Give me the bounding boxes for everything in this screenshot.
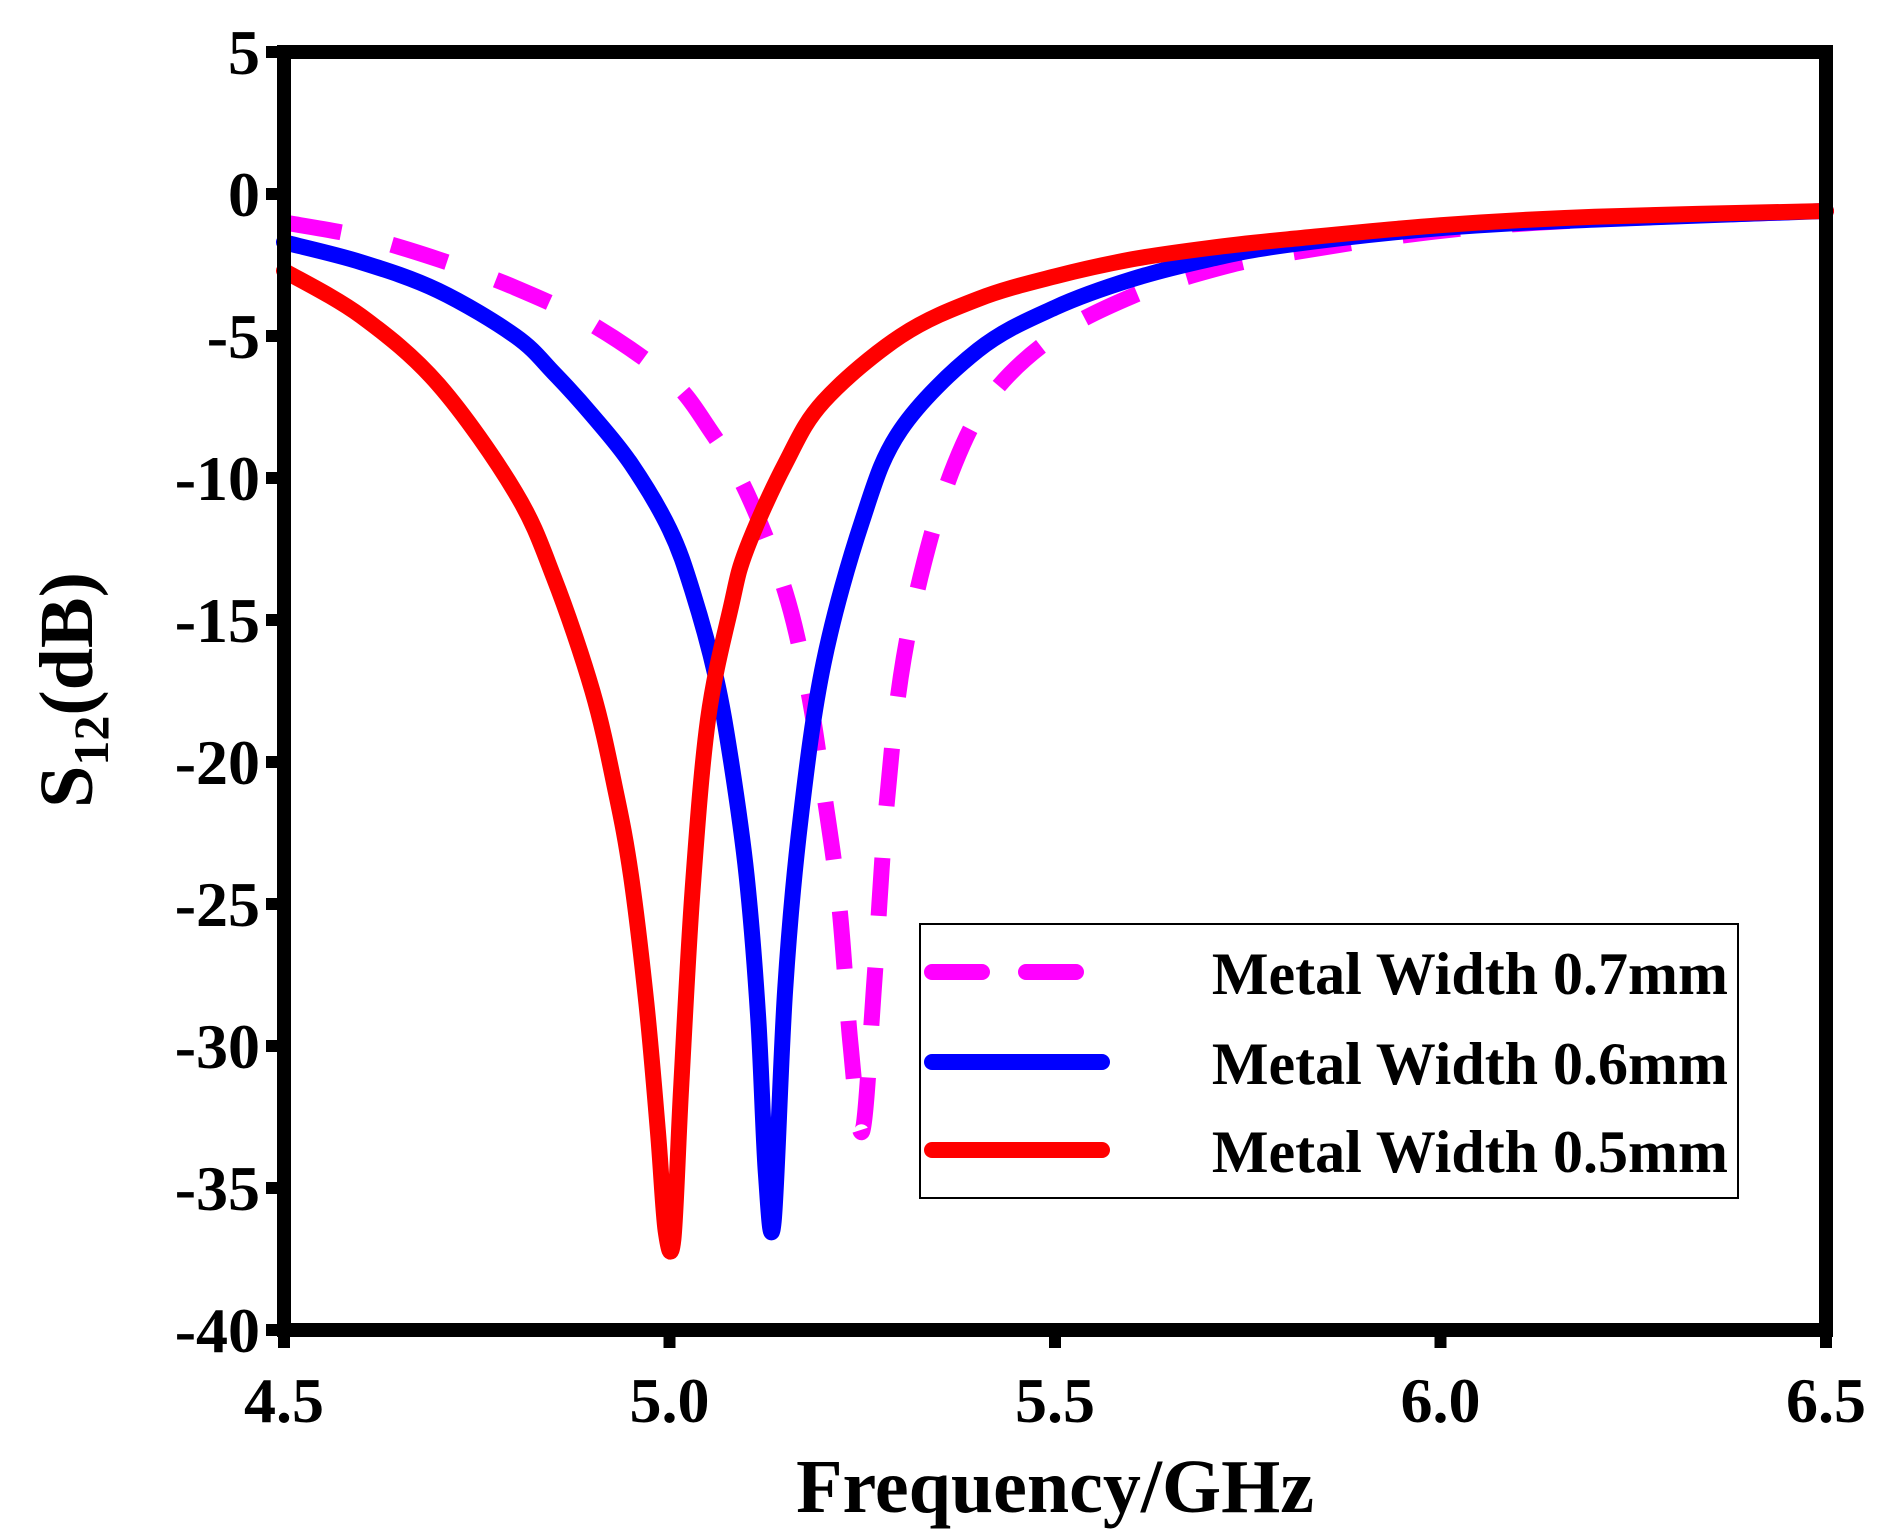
y-tick-label: -10: [175, 443, 260, 514]
series-layer: [276, 203, 1834, 1260]
x-tick-label: 5.0: [630, 1365, 710, 1436]
y-tick-label: -30: [175, 1011, 260, 1082]
series-line-metal-width-0.5mm: [276, 203, 1834, 1260]
legend-label-0.7mm: Metal Width 0.7mm: [1212, 941, 1728, 1007]
y-axis-title: S12(dB): [25, 572, 119, 808]
series-line-metal-width-0.7mm: [282, 203, 1827, 1141]
x-tick-label: 6.0: [1401, 1365, 1481, 1436]
y-tick-label: 5: [228, 17, 260, 88]
x-axis-title: Frequency/GHz: [796, 1445, 1314, 1529]
legend: Metal Width 0.7mm Metal Width 0.6mm Meta…: [919, 923, 1739, 1199]
y-axis-title-base: S: [25, 766, 109, 808]
y-tick-label: -35: [175, 1153, 260, 1224]
y-tick-label: -5: [207, 301, 260, 372]
legend-label-0.6mm: Metal Width 0.6mm: [1212, 1031, 1728, 1097]
y-axis-title-subscript: 12: [63, 716, 119, 766]
series-line-metal-width-0.6mm: [276, 203, 1834, 1241]
x-tick-label: 6.5: [1786, 1365, 1866, 1436]
legend-label-0.5mm: Metal Width 0.5mm: [1212, 1119, 1728, 1185]
y-tick-label: 0: [228, 159, 260, 230]
y-tick-label: -15: [175, 585, 260, 656]
x-tick-label: 4.5: [244, 1365, 324, 1436]
x-tick-label: 5.5: [1015, 1365, 1095, 1436]
y-tick-label: -25: [175, 869, 260, 940]
ticks-layer: 5 0 -5 -10 -15 -20 -25 -30 -35 -404.5 5.0 5.5 6.0 6.5: [175, 17, 1866, 1436]
y-tick-label: -20: [175, 727, 260, 798]
y-tick-label: -40: [175, 1295, 260, 1366]
y-axis-title-unit: (dB): [25, 572, 109, 716]
